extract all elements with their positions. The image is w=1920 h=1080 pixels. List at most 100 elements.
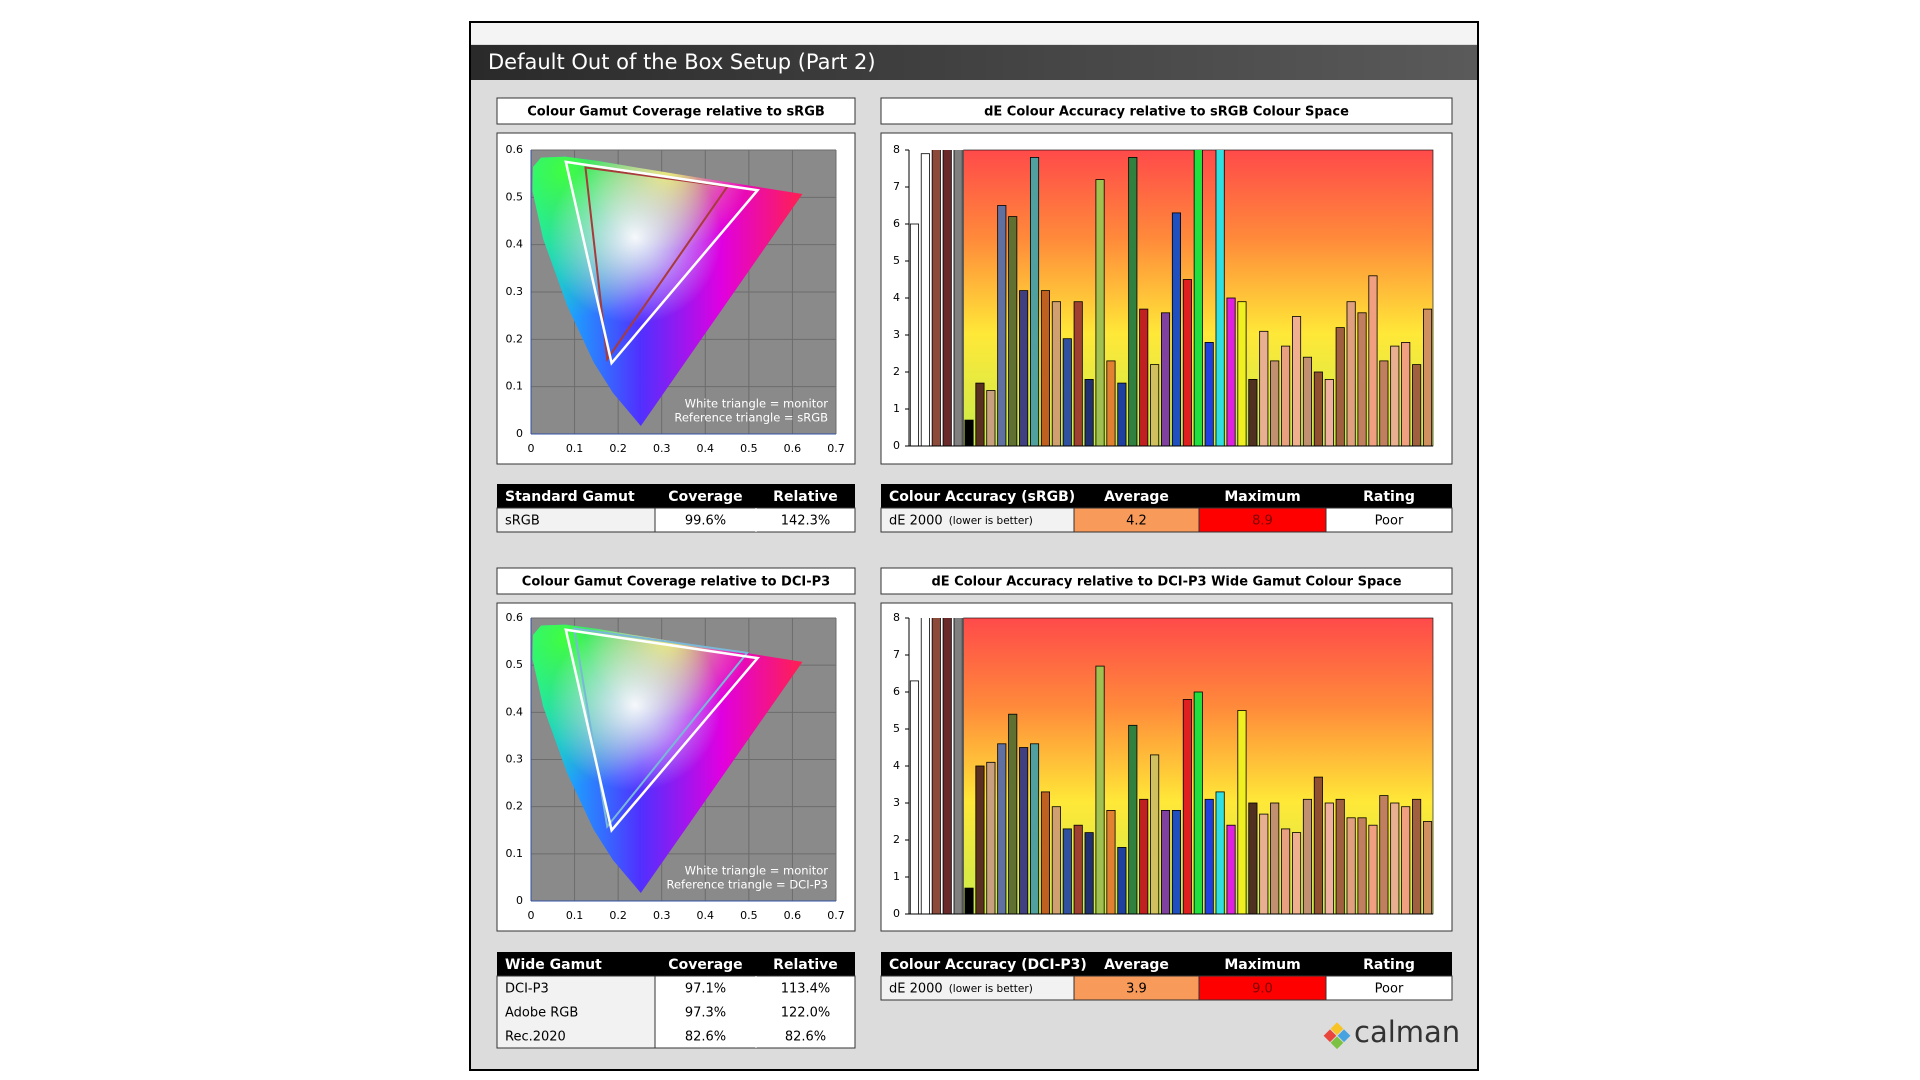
bar [1357, 817, 1367, 914]
y-tick-label: 0.6 [506, 143, 524, 156]
bar [975, 382, 985, 446]
bar [909, 223, 920, 446]
table-cell: Poor [1375, 982, 1404, 997]
annotation: Reference triangle = sRGB [674, 411, 828, 425]
y-tick-label: 5 [893, 254, 900, 267]
bar [1040, 290, 1051, 446]
bar [1117, 847, 1127, 914]
y-tick-label: 0.4 [506, 705, 524, 718]
gamut-triangle [584, 166, 730, 362]
bars [909, 618, 1433, 914]
bar [1008, 216, 1018, 446]
logo-icon [1330, 1036, 1344, 1050]
bar [942, 618, 952, 914]
bar [1029, 743, 1040, 914]
y-tick-label: 3 [893, 796, 900, 809]
y-tick-label: 0.3 [506, 753, 524, 766]
table-label-col [880, 507, 1075, 533]
y-tick-label: 0.5 [506, 190, 524, 203]
chart-title-box [496, 567, 856, 595]
bar [1422, 308, 1433, 446]
x-tick-label: 0.2 [609, 909, 627, 922]
table-header: Wide Gamut [505, 957, 602, 973]
table-cell: sRGB [505, 514, 540, 529]
y-tick-label: 0.5 [506, 658, 524, 671]
bars [909, 150, 1433, 446]
logo-icon [1337, 1029, 1351, 1043]
bar [1193, 691, 1203, 914]
bar [1160, 810, 1171, 914]
annotation: White triangle = monitor [685, 397, 829, 411]
table-header: Maximum [1224, 489, 1300, 505]
table-header: Maximum [1224, 957, 1300, 973]
bar [1335, 798, 1345, 914]
bar [1401, 806, 1411, 914]
x-tick-label: 0.2 [609, 442, 627, 455]
y-tick-label: 4 [893, 291, 900, 304]
table-cell: Rec.2020 [505, 1030, 566, 1045]
bar [986, 761, 996, 914]
bar [1095, 179, 1105, 446]
annotation: Reference triangle = DCI-P3 [666, 878, 828, 892]
bar [1150, 754, 1160, 914]
bar [1302, 798, 1313, 914]
bar [920, 153, 930, 446]
table-cell-bg [1073, 507, 1200, 533]
y-tick-label: 7 [893, 180, 900, 193]
bar [1215, 150, 1225, 446]
bar [1008, 713, 1018, 914]
bar [1150, 364, 1160, 446]
chart-title: dE Colour Accuracy relative to DCI-P3 Wi… [931, 575, 1401, 590]
table-header: Relative [773, 957, 838, 973]
bar [1029, 156, 1040, 446]
y-tick-label: 0 [893, 907, 900, 920]
table-header: Standard Gamut [505, 489, 635, 505]
bar [1324, 802, 1334, 914]
bar [1237, 710, 1247, 914]
frame-top [471, 23, 1477, 44]
x-tick-label: 0 [528, 442, 535, 455]
chart-title-box [496, 97, 856, 125]
table-cell: 122.0% [781, 1006, 831, 1021]
bar [1412, 364, 1422, 446]
locus-fill [532, 156, 803, 426]
y-tick-label: 8 [893, 143, 900, 156]
bar [1291, 316, 1302, 446]
logo-text: calman [1354, 1015, 1460, 1049]
bar [975, 765, 985, 914]
logo: calman [1323, 1015, 1460, 1050]
bar [1368, 824, 1378, 914]
gamut-triangle [564, 628, 760, 833]
y-tick-label: 0 [516, 427, 523, 440]
table-note: (lower is better) [949, 983, 1033, 995]
y-tick-label: 0.1 [506, 380, 524, 393]
table-cell: 99.6% [685, 514, 726, 529]
bar [1226, 824, 1236, 914]
y-tick-label: 5 [893, 722, 900, 735]
locus-fill [532, 624, 803, 893]
y-tick-label: 3 [893, 328, 900, 341]
y-tick-label: 0.6 [506, 611, 524, 624]
table-label-col [880, 975, 1075, 1001]
y-tick-label: 0 [516, 894, 523, 907]
y-tick-label: 2 [893, 365, 900, 378]
bar [986, 390, 996, 446]
bar [931, 150, 941, 446]
table-cell: 82.6% [685, 1030, 726, 1045]
bar [1182, 279, 1192, 446]
x-tick-label: 0.7 [827, 442, 845, 455]
bar [997, 743, 1007, 914]
bar [1335, 327, 1345, 446]
bar [1128, 724, 1138, 914]
title-bar [471, 45, 1477, 80]
gamut-locus [532, 624, 803, 893]
table-header: Colour Accuracy (DCI-P3) [889, 957, 1087, 973]
table-header: Rating [1363, 489, 1415, 505]
chart-title: Colour Gamut Coverage relative to sRGB [527, 105, 825, 120]
x-tick-label: 0.1 [566, 909, 584, 922]
bar [1259, 330, 1269, 446]
chart-title-box [880, 97, 1453, 125]
bar [953, 618, 963, 914]
table-note: (lower is better) [949, 515, 1033, 527]
